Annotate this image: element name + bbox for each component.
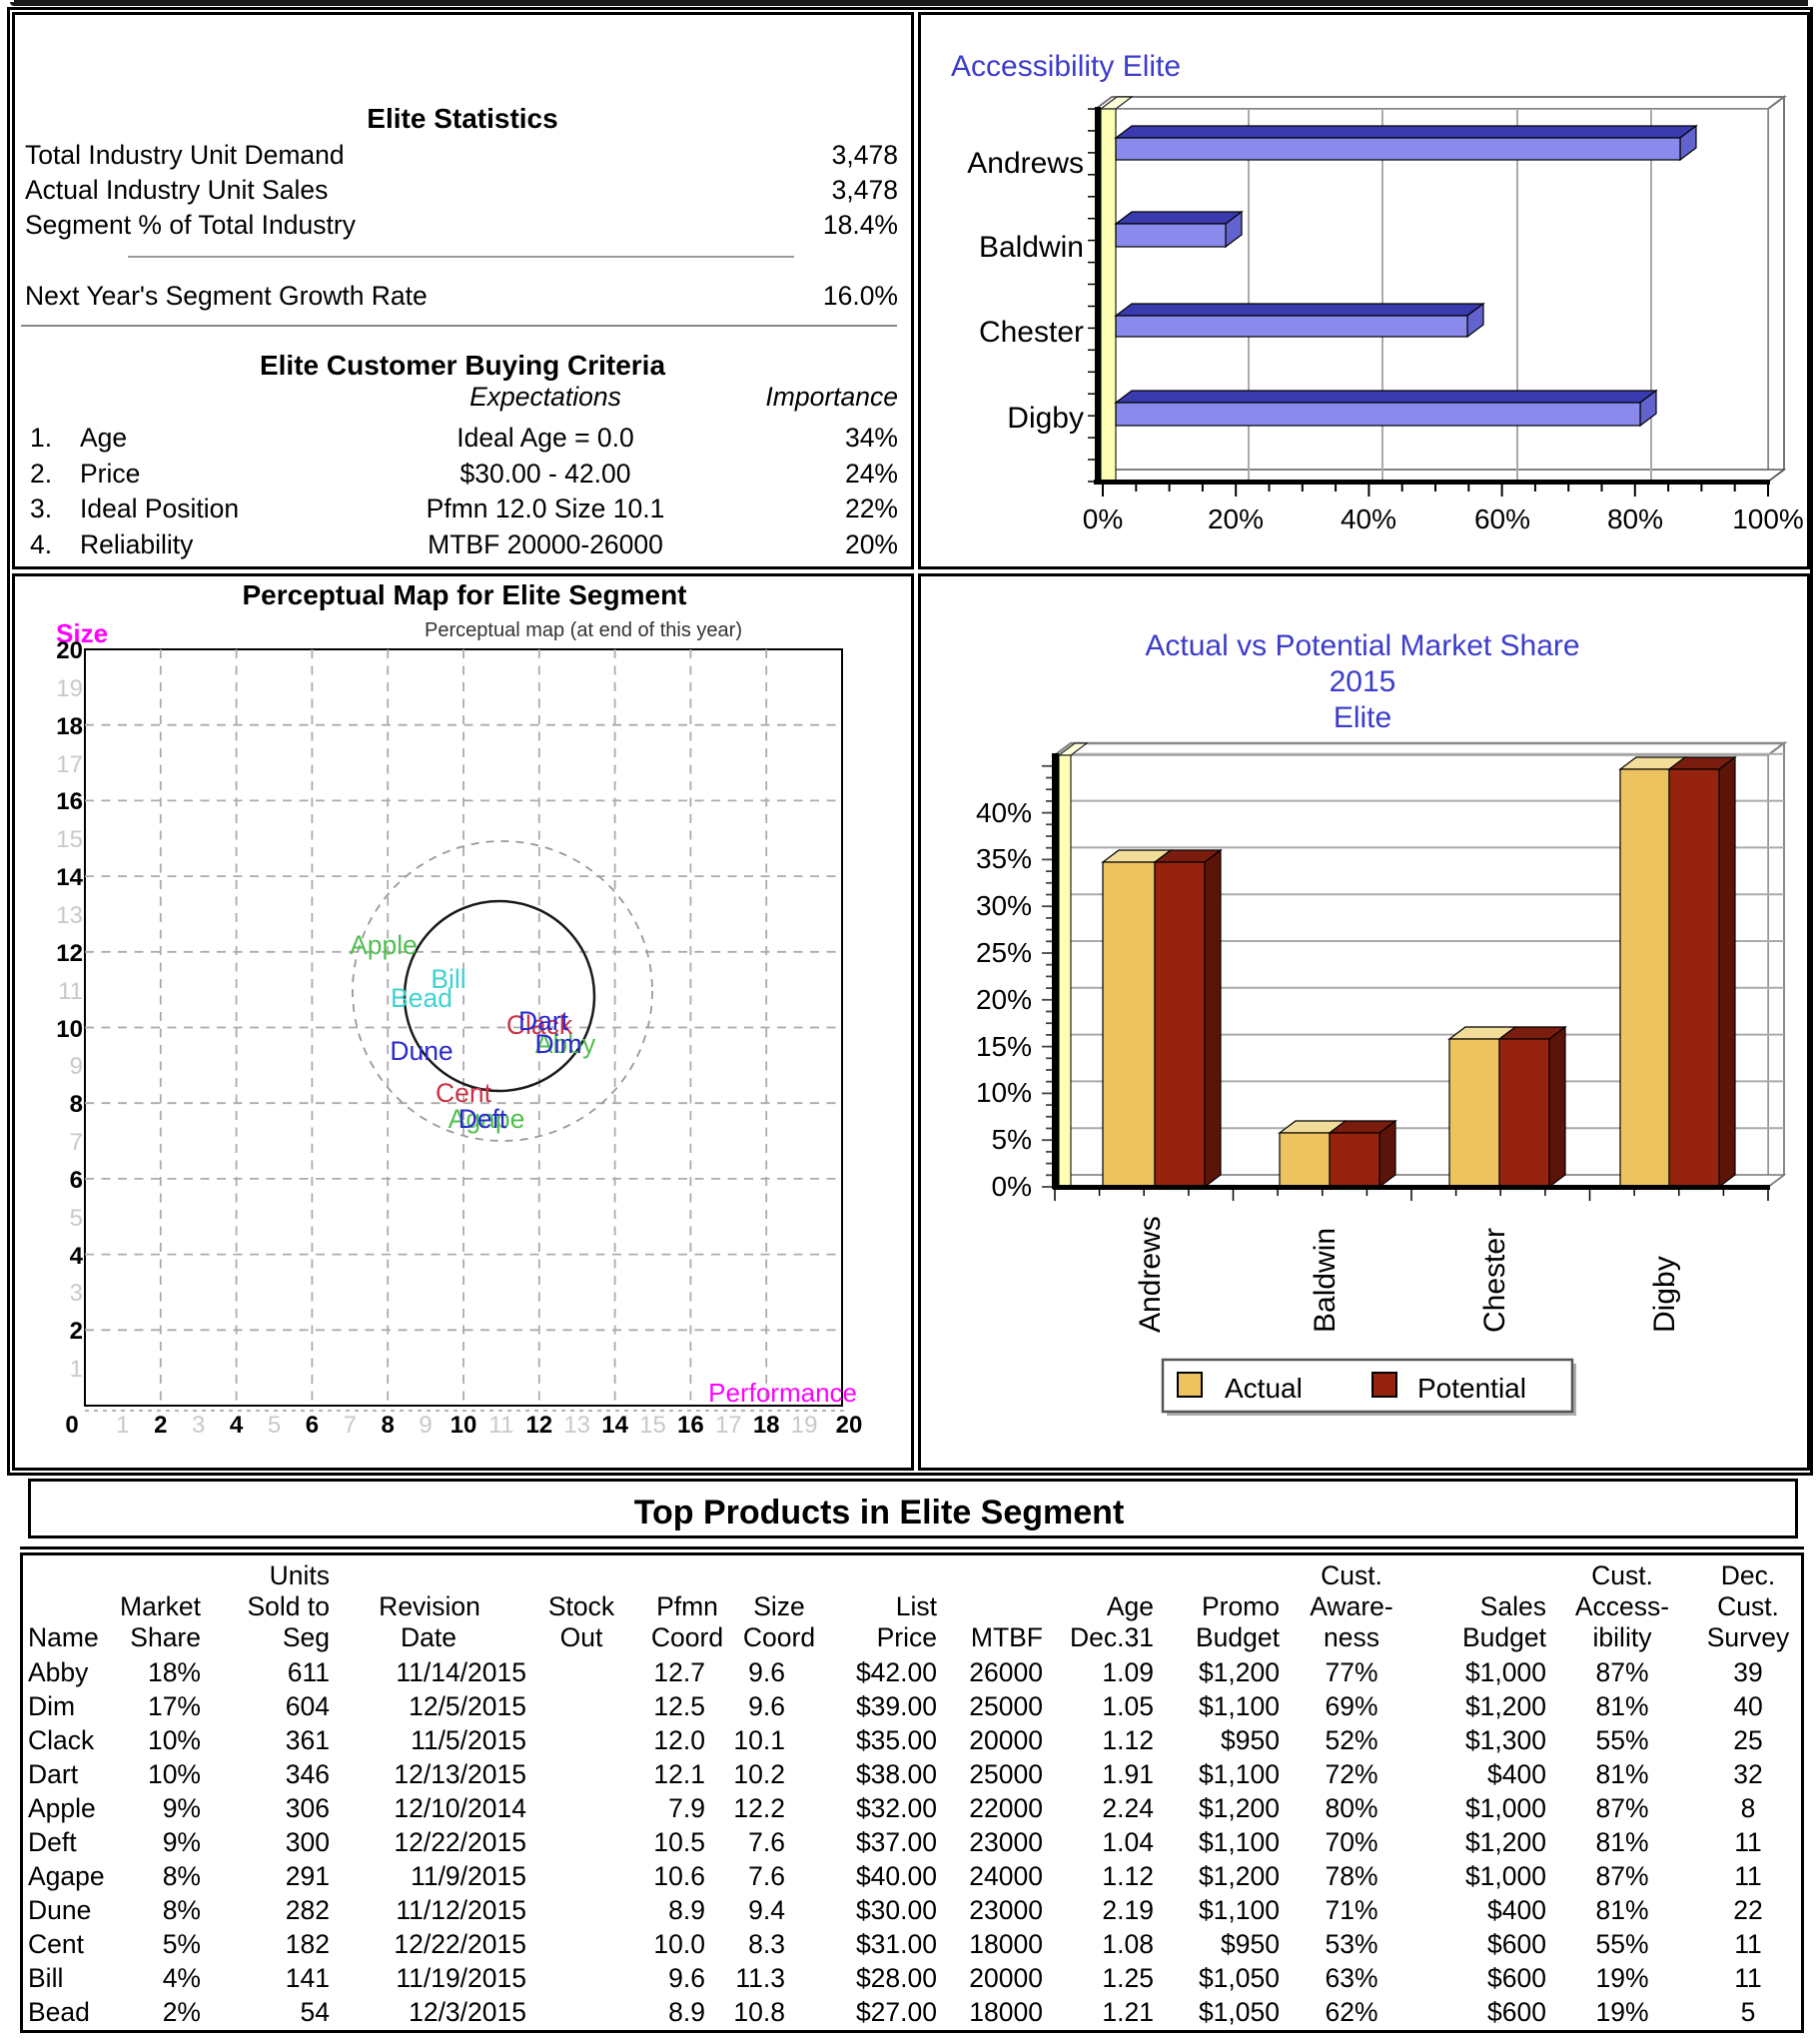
svg-text:Digby: Digby [1648,1256,1681,1333]
svg-text:Baldwin: Baldwin [1309,1228,1342,1333]
svg-text:Andrews: Andrews [1134,1216,1167,1333]
svg-text:Chester: Chester [1478,1228,1511,1333]
